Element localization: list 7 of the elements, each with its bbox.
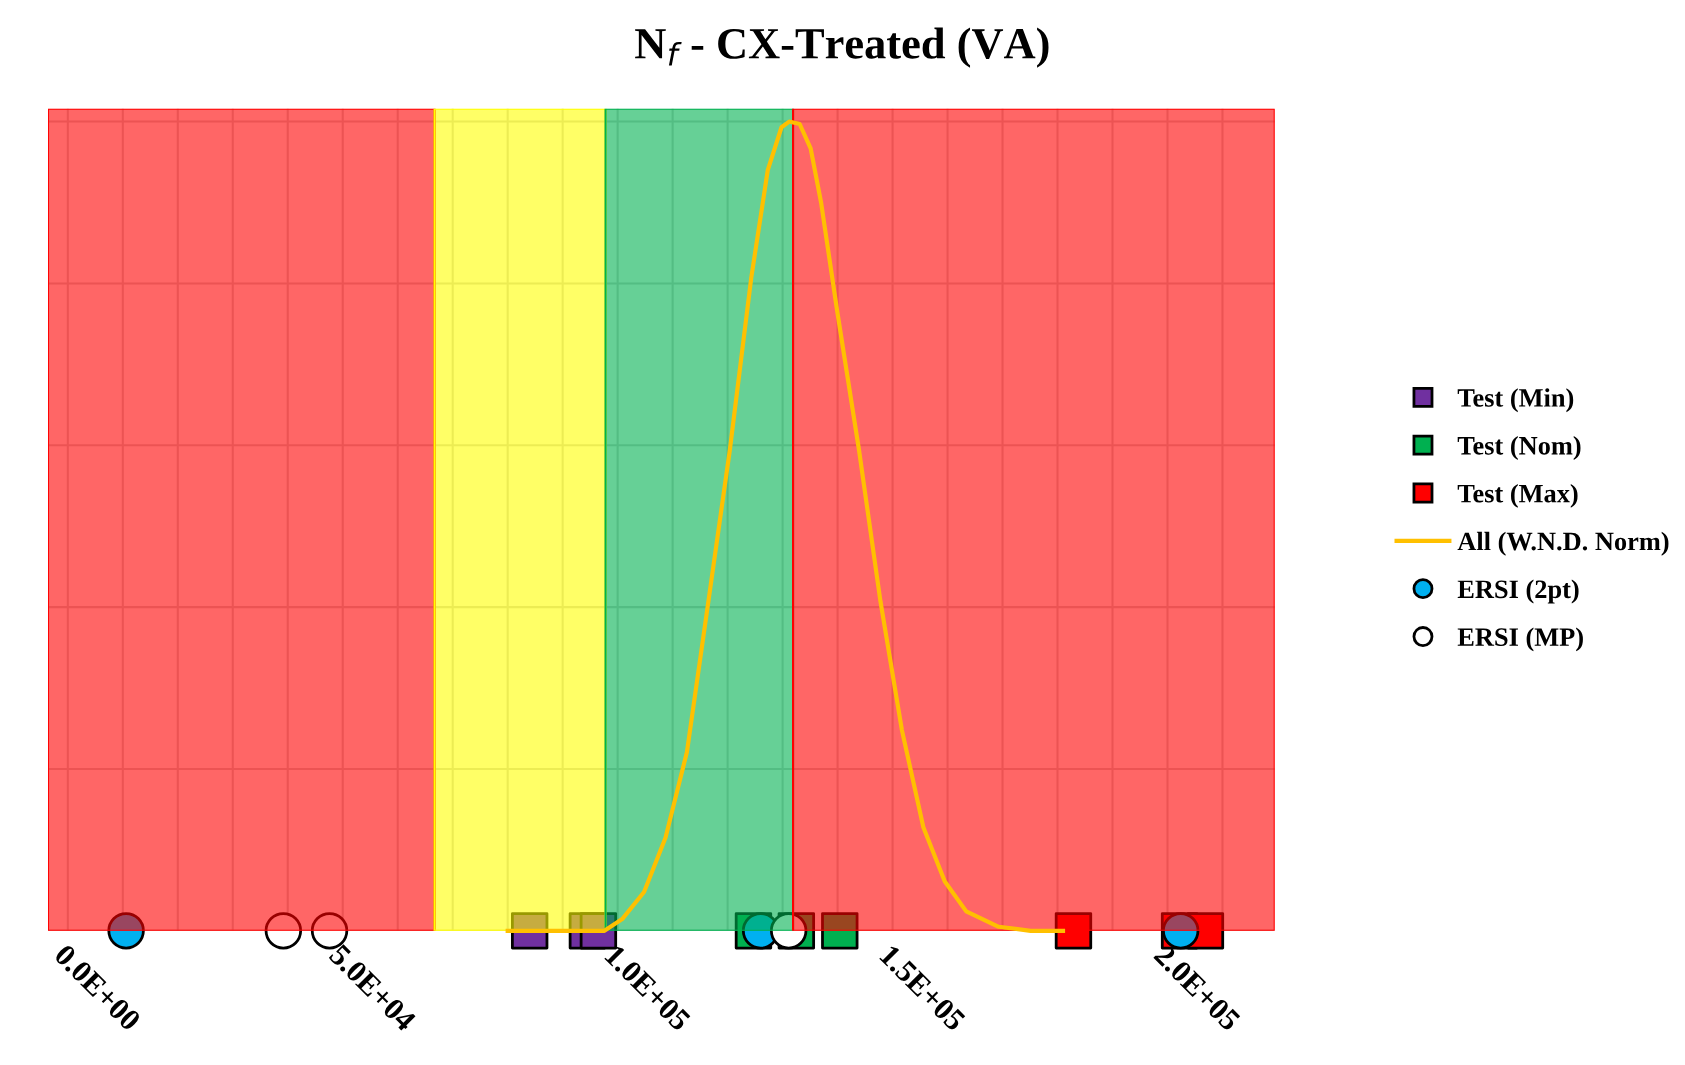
legend-label: Test (Max) bbox=[1457, 483, 1578, 508]
legend-label: ERSI (MP) bbox=[1457, 627, 1583, 652]
chart-title: N$_{f}$ - CX-Treated (VA) bbox=[635, 27, 1049, 68]
legend-label: Test (Nom) bbox=[1457, 436, 1581, 460]
legend-label: All (W.N.D. Norm) bbox=[1457, 531, 1669, 556]
legend-label: ERSI (2pt) bbox=[1457, 579, 1579, 604]
legend-label: Test (Min) bbox=[1457, 388, 1574, 413]
